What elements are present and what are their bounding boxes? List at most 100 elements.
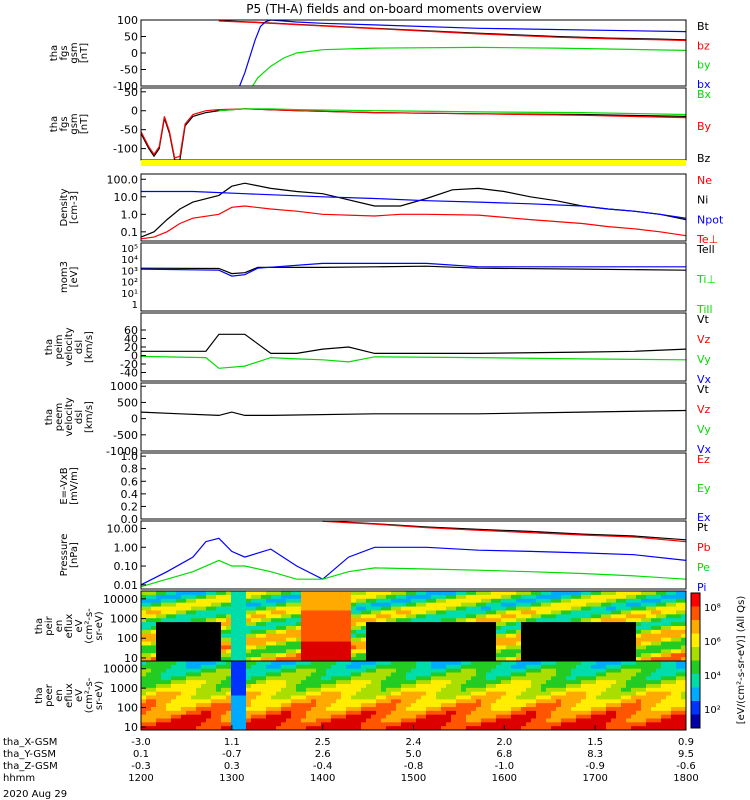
p10-cell [371, 699, 377, 704]
p9-cell [621, 633, 627, 639]
p9-cell [371, 633, 377, 639]
p3-ytick-label: 10.0 [114, 191, 139, 204]
p10-cell [311, 668, 317, 673]
p9-cell [656, 594, 662, 600]
p10-cell [541, 718, 547, 723]
p9-cell [181, 622, 187, 627]
p10-cell [151, 718, 157, 723]
p10-cell [171, 664, 177, 670]
p10-ylabel: (cm²-s- [84, 677, 95, 713]
p10-cell [511, 703, 517, 708]
p10-cell [381, 703, 387, 708]
p10-cell [321, 714, 327, 719]
p10-cell [626, 718, 632, 723]
p9-cell [311, 594, 317, 600]
p9-cell [601, 606, 607, 611]
p10-cell [521, 710, 527, 716]
p10-cell [396, 695, 402, 700]
p10-cell [446, 714, 452, 719]
p9-cell [546, 641, 552, 646]
p10-cell [261, 680, 267, 685]
p10-cell [351, 668, 357, 673]
p9-cell [626, 653, 632, 658]
p9-cell [441, 598, 447, 604]
p10-cell [651, 691, 657, 696]
p10-cell [421, 722, 427, 727]
p10-cell [191, 684, 197, 689]
p10-cell [151, 676, 157, 681]
p9-cell [146, 598, 152, 604]
p10-cell [256, 672, 262, 677]
p10-cell [331, 668, 337, 673]
x-axis-labels: tha_X-GSM -3.0 1.1 2.5 2.4 2.0 1.5 0.9tha_Y-GSM… [3, 725, 699, 784]
p10-cell [486, 676, 492, 681]
p10-cell [536, 710, 542, 716]
p10-cell [381, 718, 387, 723]
p9-cell [596, 629, 602, 635]
p10-cell [196, 672, 202, 677]
p9-cell [261, 637, 267, 642]
p9-cell [226, 629, 232, 635]
p9-cell [576, 629, 582, 635]
p9-cell [526, 606, 532, 611]
p10-cell [501, 668, 507, 673]
p10-cell [486, 714, 492, 719]
p10-cell [261, 668, 267, 673]
p9-cell [461, 622, 467, 627]
p10-cell [296, 710, 302, 716]
p10-cell [296, 722, 302, 727]
p10-cell [481, 707, 487, 712]
p9-cell [456, 594, 462, 600]
p9-cell [311, 591, 317, 596]
p9-cell [216, 626, 222, 631]
p9-cell [501, 633, 507, 639]
p9-cell [361, 657, 367, 662]
p10-cell [366, 668, 372, 673]
p9-cell [251, 618, 257, 623]
p10-cell [161, 676, 167, 681]
p9-cell [336, 641, 342, 646]
p1-ytick-label: -100 [113, 80, 138, 93]
p10-cell [231, 691, 237, 696]
p9-cell [641, 649, 647, 654]
p9-cell [541, 622, 547, 627]
p10-cell [396, 664, 402, 670]
p10-cell [591, 676, 597, 681]
p10-cell [641, 718, 647, 723]
p10-cell [221, 695, 227, 700]
p10-cell [296, 664, 302, 670]
p10-cell [276, 676, 282, 681]
p10-cell [266, 687, 272, 693]
p10-cell [546, 722, 552, 727]
p9-cell [516, 637, 522, 642]
p10-cell [376, 664, 382, 670]
p10-cell [236, 680, 242, 685]
x-row-value: -0.9 [585, 761, 605, 772]
p9-cell [496, 653, 502, 658]
p10-cell [601, 699, 607, 704]
p10-cell [551, 676, 557, 681]
p9-cell [506, 618, 512, 623]
p10-cell [586, 691, 592, 696]
p10-cell [241, 718, 247, 723]
p10-cell [446, 710, 452, 716]
p9-cell [216, 618, 222, 623]
p10-cell [681, 710, 687, 716]
p10-cell [316, 710, 322, 716]
p10-cell [466, 710, 472, 716]
p10-cell [276, 684, 282, 689]
p9-cell [251, 626, 257, 631]
p9-cell [396, 591, 402, 596]
p9-cell [526, 629, 532, 635]
p10-cell [526, 691, 532, 696]
p9-cell [591, 591, 597, 596]
p9-cell [451, 622, 457, 627]
x-row-value: 2.5 [315, 737, 331, 748]
p9-cell [376, 641, 382, 646]
p10-cell [676, 664, 682, 670]
p9-cell [671, 653, 677, 658]
p10-cell [386, 710, 392, 716]
p10-cell [166, 676, 172, 681]
p10-cell [461, 684, 467, 689]
p9-cell [236, 633, 242, 639]
